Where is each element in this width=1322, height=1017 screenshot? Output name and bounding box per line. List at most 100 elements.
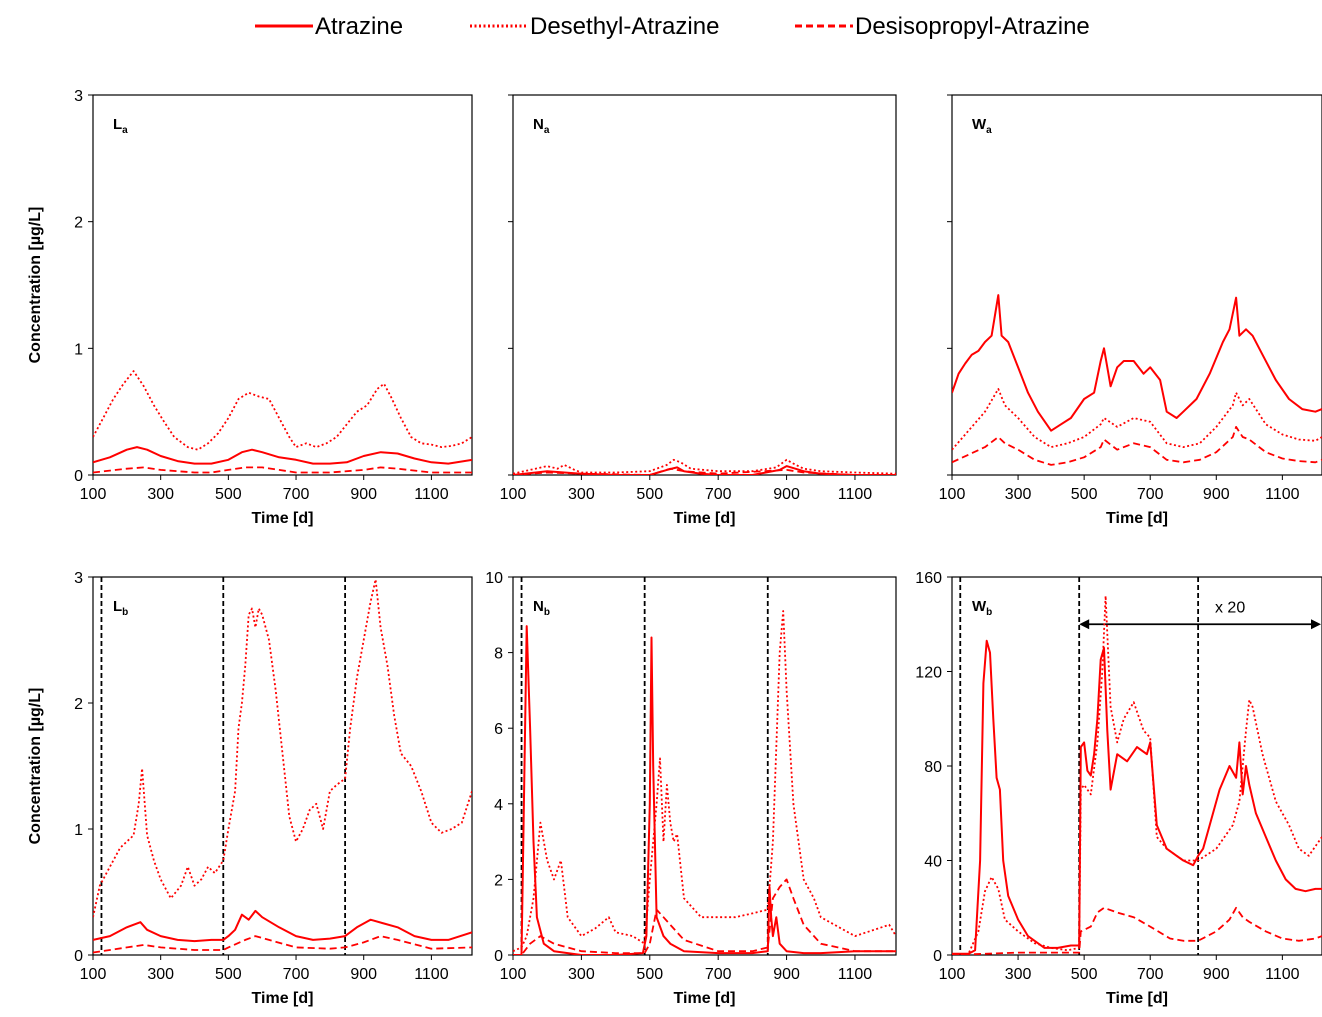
panel-la-xtick-label: 700 xyxy=(283,486,310,503)
panel-la-xtick-label: 1100 xyxy=(414,486,449,503)
panel-wb-series xyxy=(952,595,1322,955)
panel-wa-label-letter: W xyxy=(972,116,987,133)
panel-wa-xtick-label: 500 xyxy=(1071,486,1098,503)
panel-la-xtick-label: 100 xyxy=(80,486,107,503)
panel-lb-xtick-label: 1100 xyxy=(414,966,449,983)
panel-wb-series-desethyl-atrazine xyxy=(952,595,1322,955)
panel-na-label-sub: a xyxy=(544,125,550,136)
panel-na-xtick-label: 100 xyxy=(500,486,527,503)
panel-lb-series-desethyl-atrazine xyxy=(93,578,472,918)
panel-lb-frame xyxy=(92,576,473,956)
panel-wb-xtick-label: 300 xyxy=(1005,966,1032,983)
panel-la-ytick-label: 3 xyxy=(74,88,83,105)
panel-lb-label-sub: b xyxy=(122,607,128,618)
panel-na-series xyxy=(513,458,896,475)
panel-wb-xtick-label: 500 xyxy=(1071,966,1098,983)
panel-nb-series-desisopropyl-atrazine xyxy=(513,878,896,955)
panel-la-label: La xyxy=(113,116,128,136)
panel-wb-xtick-label: 1100 xyxy=(1265,966,1300,983)
panel-lb-series-atrazine xyxy=(93,909,472,943)
panel-wb-ytick-label: 0 xyxy=(933,948,942,965)
panel-la-series-atrazine xyxy=(93,446,472,465)
panel-nb-ytick-label: 2 xyxy=(494,872,503,889)
legend: Atrazine Desethyl-Atrazine Desisopropyl-At… xyxy=(255,13,1090,40)
panel-la-series-desethyl-atrazine xyxy=(93,370,472,451)
panel-na-xtick-label: 1100 xyxy=(838,486,873,503)
panel-wa-xtick-label: 700 xyxy=(1137,486,1164,503)
panel-wb-ytick-label: 160 xyxy=(915,570,942,587)
panel-la-xlabel: Time [d] xyxy=(252,510,314,527)
panel-la-ytick-label: 0 xyxy=(74,468,83,485)
panel-wa-xtick-label: 100 xyxy=(939,486,966,503)
panel-nb-ytick-label: 10 xyxy=(485,570,503,587)
panel-wa-xtick-label: 300 xyxy=(1005,486,1032,503)
panel-la-series xyxy=(93,370,472,474)
panel-na-xtick-label: 700 xyxy=(705,486,732,503)
panel-lb: 0 1 2 3 100 300 500 700 900 1100 Time [d] Concentra… xyxy=(27,570,473,1007)
panel-wb-label: Wb xyxy=(972,598,992,618)
panel-la-frame xyxy=(92,94,473,476)
panel-nb-xtick-label: 100 xyxy=(500,966,527,983)
panel-na-series-desisopropyl-atrazine xyxy=(513,467,896,475)
panel-nb-series-atrazine xyxy=(513,625,896,955)
panel-la-xtick-label: 500 xyxy=(215,486,242,503)
panel-la-ylabel: Concentration [µg/L] xyxy=(27,207,44,364)
panel-nb-xtick-label: 700 xyxy=(705,966,732,983)
panel-wb-xlabel: Time [d] xyxy=(1106,990,1168,1007)
panel-nb-ytick-label: 0 xyxy=(494,948,503,965)
panel-lb-xtick-label: 500 xyxy=(215,966,242,983)
panel-lb-xtick-label: 700 xyxy=(283,966,310,983)
panel-lb-label-letter: L xyxy=(113,598,122,615)
panel-lb-series-desisopropyl-atrazine xyxy=(93,935,472,954)
panel-na-xtick-label: 500 xyxy=(636,486,663,503)
panel-na-series-desethyl-atrazine xyxy=(513,458,896,475)
panel-la-label-letter: L xyxy=(113,116,122,133)
panel-la: 0 1 2 3 100 300 500 700 900 1100 Time [d] Concentra… xyxy=(27,88,473,527)
panel-wb-annotation-arrowhead-right xyxy=(1311,619,1321,630)
panel-lb-ytick-label: 1 xyxy=(74,822,83,839)
panel-nb-frame xyxy=(512,576,897,956)
panel-lb-xtick-label: 100 xyxy=(80,966,107,983)
panel-nb: 0 2 4 6 8 10 100 300 500 700 900 1100 Time [d] Nb xyxy=(485,570,897,1007)
panel-wa-series-desethyl-atrazine xyxy=(952,387,1322,451)
panel-wa-xtick-label: 900 xyxy=(1203,486,1230,503)
panel-wb-series-desisopropyl-atrazine xyxy=(952,906,1322,955)
panel-nb-xtick-label: 500 xyxy=(636,966,663,983)
panel-na-xtick-label: 300 xyxy=(568,486,595,503)
panel-nb-label-letter: N xyxy=(533,598,544,615)
panel-nb-label: Nb xyxy=(533,598,550,618)
panel-nb-xtick-label: 300 xyxy=(568,966,595,983)
panel-nb-series-desethyl-atrazine xyxy=(513,610,896,953)
panel-wb-label-letter: W xyxy=(972,598,987,615)
legend-label-desisopropyl-atrazine: Desisopropyl-Atrazine xyxy=(855,13,1090,40)
panel-lb-xtick-label: 900 xyxy=(350,966,377,983)
panel-wa-xlabel: Time [d] xyxy=(1106,510,1168,527)
panel-lb-ylabel: Concentration [µg/L] xyxy=(27,688,44,845)
legend-label-desethyl-atrazine: Desethyl-Atrazine xyxy=(530,13,719,40)
panel-wa-frame xyxy=(951,94,1322,476)
panel-wb-xtick-label: 700 xyxy=(1137,966,1164,983)
panel-wb-ytick-label: 80 xyxy=(924,759,942,776)
panel-wb-series-atrazine xyxy=(952,639,1322,955)
panel-la-series-desisopropyl-atrazine xyxy=(93,466,472,474)
panel-wa-series-atrazine xyxy=(952,294,1322,432)
panel-na-frame xyxy=(512,94,897,476)
panel-nb-series xyxy=(513,610,896,955)
panel-wb: 0 40 80 120 160 100 300 500 700 900 1100 Time [d] Wb… xyxy=(915,570,1322,1007)
panel-nb-xtick-label: 1100 xyxy=(838,966,873,983)
panel-wb-label-sub: b xyxy=(986,607,992,618)
panel-nb-xlabel: Time [d] xyxy=(674,990,736,1007)
panel-lb-xtick-label: 300 xyxy=(147,966,174,983)
panel-na-xtick-label: 900 xyxy=(773,486,800,503)
panel-la-ytick-label: 1 xyxy=(74,341,83,358)
panel-nb-ytick-label: 4 xyxy=(494,797,503,814)
panel-nb-ytick-label: 6 xyxy=(494,721,503,738)
panel-na: 100 300 500 700 900 1100 Time [d] Na xyxy=(500,94,897,527)
panel-wb-ytick-label: 120 xyxy=(915,665,942,682)
panel-lb-ytick-label: 2 xyxy=(74,696,83,713)
panel-nb-label-sub: b xyxy=(544,607,550,618)
legend-label-atrazine: Atrazine xyxy=(315,13,403,40)
panel-na-xlabel: Time [d] xyxy=(674,510,736,527)
panel-lb-xlabel: Time [d] xyxy=(252,990,314,1007)
